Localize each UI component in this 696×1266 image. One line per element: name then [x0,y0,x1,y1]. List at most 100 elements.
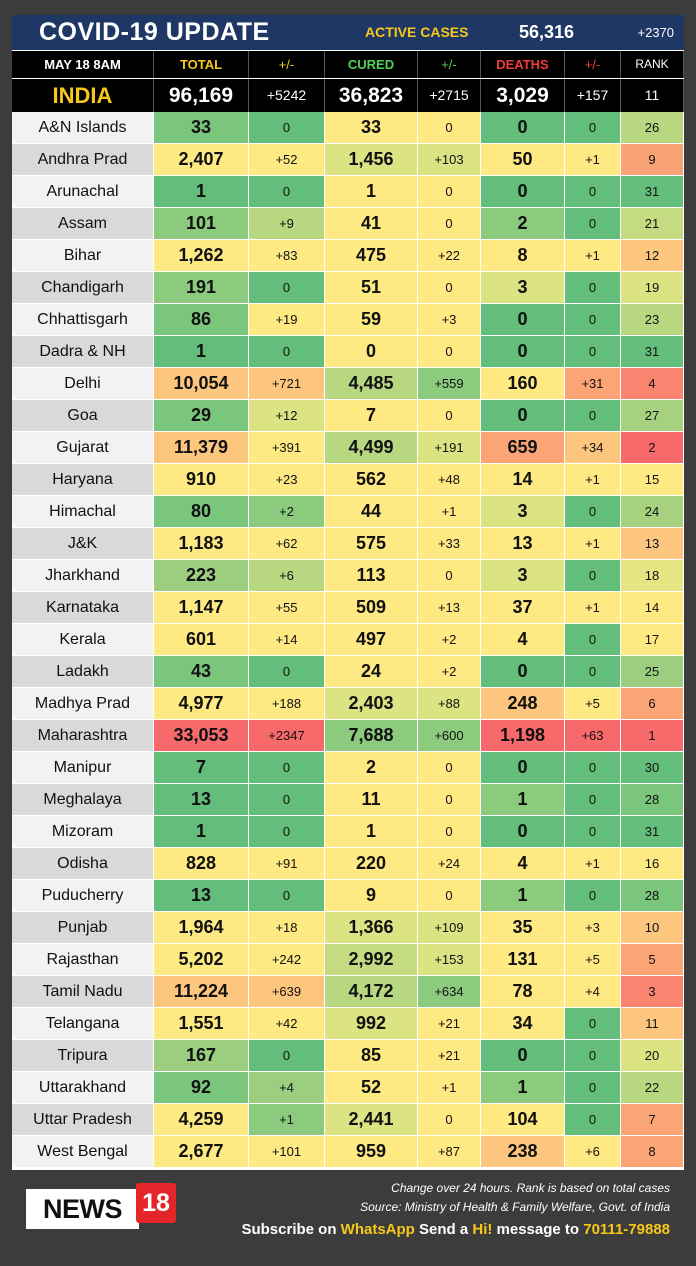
sub-number: 70111-79888 [583,1221,670,1238]
state-total: 4,977 [154,688,249,719]
state-total: 191 [154,272,249,303]
state-deaths-change: 0 [565,752,621,783]
table-row: Meghalaya 13 0 11 0 1 0 28 [12,784,684,816]
state-total-change: 0 [249,880,325,911]
sub-prefix: Subscribe on [241,1221,341,1238]
state-total-change: +188 [249,688,325,719]
table-row: Uttarakhand 92 +4 52 +1 1 0 22 [12,1072,684,1104]
state-deaths: 1,198 [481,720,565,751]
state-total: 1,262 [154,240,249,271]
state-deaths-change: 0 [565,496,621,527]
state-cured: 7,688 [325,720,418,751]
table-row: Jharkhand 223 +6 113 0 3 0 18 [12,560,684,592]
india-label: INDIA [12,79,154,112]
state-total: 11,379 [154,432,249,463]
state-name: Tamil Nadu [12,976,154,1007]
table-row: Madhya Prad 4,977 +188 2,403 +88 248 +5 6 [12,688,684,720]
state-rank: 19 [621,272,684,303]
state-deaths: 0 [481,1040,565,1071]
total-header: TOTAL [154,51,249,78]
state-deaths: 4 [481,624,565,655]
state-rank: 24 [621,496,684,527]
state-deaths-change: 0 [565,112,621,143]
state-rank: 2 [621,432,684,463]
table-row: Maharashtra 33,053 +2347 7,688 +600 1,198 +63 1 [12,720,684,752]
sub-after: message to [492,1221,584,1238]
column-header-row: MAY 18 8AM TOTAL +/- CURED +/- DEATHS +/… [12,51,684,78]
state-deaths: 4 [481,848,565,879]
state-cured-change: +13 [418,592,481,623]
state-cured-change: +3 [418,304,481,335]
state-name: Uttarakhand [12,1072,154,1103]
state-deaths: 13 [481,528,565,559]
state-deaths-change: +63 [565,720,621,751]
state-cured: 51 [325,272,418,303]
state-cured: 11 [325,784,418,815]
sub-middle: Send a [414,1221,473,1238]
state-total-change: 0 [249,336,325,367]
state-cured-change: +87 [418,1136,481,1167]
state-name: Arunachal [12,176,154,207]
state-rank: 14 [621,592,684,623]
deaths-change-header: +/- [565,51,621,78]
state-total-change: +23 [249,464,325,495]
state-deaths: 34 [481,1008,565,1039]
state-name: Ladakh [12,656,154,687]
table-row: Delhi 10,054 +721 4,485 +559 160 +31 4 [12,368,684,400]
state-total: 10,054 [154,368,249,399]
state-name: Gujarat [12,432,154,463]
state-cured-change: +22 [418,240,481,271]
state-deaths: 248 [481,688,565,719]
state-deaths-change: +1 [565,240,621,271]
state-total-change: +52 [249,144,325,175]
state-total: 167 [154,1040,249,1071]
state-deaths: 35 [481,912,565,943]
state-name: Manipur [12,752,154,783]
state-rank: 7 [621,1104,684,1135]
state-total-change: +4 [249,1072,325,1103]
state-cured: 2,403 [325,688,418,719]
state-cured-change: 0 [418,400,481,431]
state-deaths: 0 [481,816,565,847]
states-table: A&N Islands 33 0 33 0 0 0 26 Andhra Prad 2,407 +52… [12,112,684,1168]
state-cured-change: 0 [418,1104,481,1135]
table-row: Kerala 601 +14 497 +2 4 0 17 [12,624,684,656]
state-cured: 113 [325,560,418,591]
state-cured: 85 [325,1040,418,1071]
state-total-change: 0 [249,656,325,687]
table-row: Mizoram 1 0 1 0 0 0 31 [12,816,684,848]
india-cured-change: +2715 [418,79,481,112]
state-cured: 33 [325,112,418,143]
state-cured: 2,992 [325,944,418,975]
state-total: 29 [154,400,249,431]
cured-change-header: +/- [418,51,481,78]
state-cured-change: +600 [418,720,481,751]
state-name: Punjab [12,912,154,943]
state-rank: 3 [621,976,684,1007]
state-total-change: +2 [249,496,325,527]
state-deaths: 8 [481,240,565,271]
table-row: Goa 29 +12 7 0 0 0 27 [12,400,684,432]
state-deaths: 3 [481,560,565,591]
state-total: 223 [154,560,249,591]
total-change-header: +/- [249,51,325,78]
table-row: Tripura 167 0 85 +21 0 0 20 [12,1040,684,1072]
page-title: COVID-19 UPDATE [39,18,270,46]
state-cured-change: +191 [418,432,481,463]
state-total: 13 [154,880,249,911]
state-name: Uttar Pradesh [12,1104,154,1135]
state-total-change: +19 [249,304,325,335]
state-deaths-change: 0 [565,784,621,815]
table-row: Odisha 828 +91 220 +24 4 +1 16 [12,848,684,880]
state-name: Karnataka [12,592,154,623]
state-total: 1 [154,336,249,367]
state-total-change: +83 [249,240,325,271]
state-deaths: 3 [481,272,565,303]
table-row: Chandigarh 191 0 51 0 3 0 19 [12,272,684,304]
state-total-change: 0 [249,752,325,783]
state-total-change: +12 [249,400,325,431]
state-cured-change: +24 [418,848,481,879]
state-cured-change: +559 [418,368,481,399]
state-cured-change: +1 [418,1072,481,1103]
state-total-change: +9 [249,208,325,239]
